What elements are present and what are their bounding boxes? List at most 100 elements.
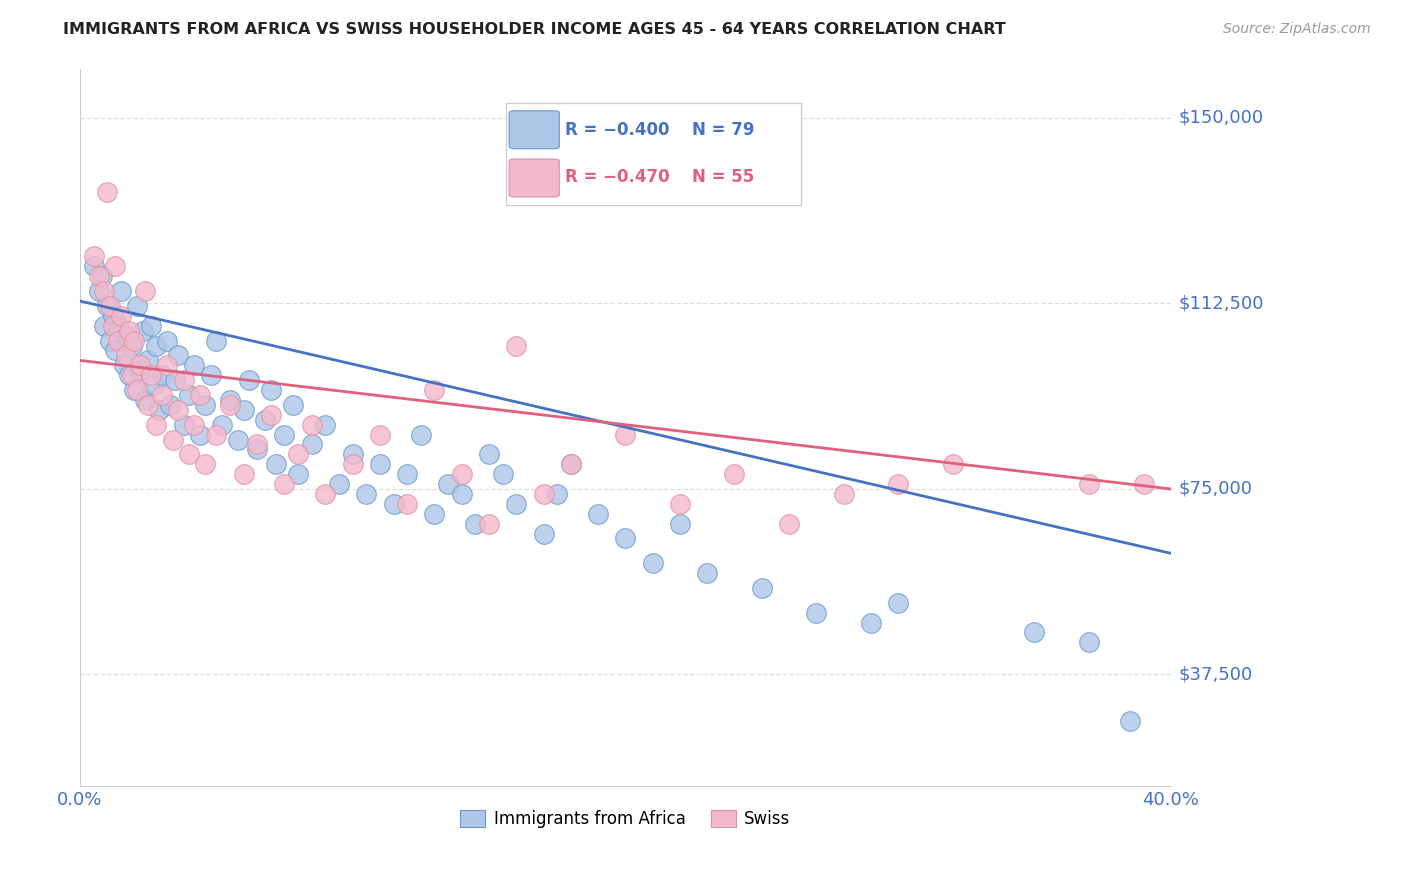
Point (464, 516, 486, 531)
Point (254, 413, 277, 427)
Point (546, 487, 568, 501)
Point (142, 378, 165, 392)
Point (188, 388, 211, 402)
Point (90, 269, 112, 284)
Point (238, 373, 260, 387)
Text: $112,500: $112,500 (1180, 294, 1264, 312)
Point (396, 467, 419, 482)
Point (93, 318, 115, 333)
Point (165, 373, 187, 387)
Point (751, 581, 773, 595)
Text: Source: ZipAtlas.com: Source: ZipAtlas.com (1223, 22, 1371, 37)
Text: $75,000: $75,000 (1180, 480, 1253, 498)
Point (115, 348, 138, 362)
Point (409, 427, 432, 442)
Point (134, 392, 156, 407)
Point (505, 338, 527, 352)
Point (696, 566, 718, 580)
Point (194, 457, 217, 471)
Point (314, 417, 336, 432)
Point (273, 427, 295, 442)
Point (328, 477, 350, 491)
Point (778, 516, 800, 531)
Point (101, 309, 124, 323)
Point (232, 402, 254, 417)
Point (87, 269, 110, 284)
Point (128, 363, 150, 377)
Point (382, 497, 405, 511)
Point (723, 467, 745, 482)
Point (887, 596, 910, 610)
Point (145, 417, 167, 432)
Point (533, 487, 555, 501)
Point (127, 299, 149, 313)
FancyBboxPatch shape (509, 111, 560, 149)
Point (281, 398, 304, 412)
Point (560, 457, 582, 471)
Point (148, 402, 170, 417)
Point (301, 417, 323, 432)
Point (124, 334, 146, 348)
Point (121, 338, 143, 352)
Point (1119, 714, 1142, 729)
Point (131, 324, 153, 338)
Point (156, 334, 179, 348)
Point (614, 532, 637, 546)
Point (101, 318, 124, 333)
Point (98, 334, 121, 348)
Point (107, 318, 129, 333)
Point (83, 260, 105, 274)
Point (156, 359, 179, 373)
Point (104, 260, 127, 274)
Point (104, 343, 127, 358)
Point (124, 383, 146, 397)
Point (1078, 635, 1101, 649)
Point (287, 467, 309, 482)
Point (162, 433, 184, 447)
Point (368, 427, 391, 442)
Point (118, 324, 141, 338)
Point (145, 338, 167, 352)
Point (205, 334, 228, 348)
Point (478, 516, 501, 531)
Point (115, 328, 138, 343)
Point (450, 487, 472, 501)
Point (423, 383, 446, 397)
Point (232, 467, 254, 482)
Point (183, 359, 205, 373)
Point (96, 185, 118, 199)
Point (806, 606, 828, 620)
Point (87, 284, 110, 298)
Point (614, 427, 637, 442)
Point (478, 447, 501, 461)
Point (136, 398, 159, 412)
Point (533, 526, 555, 541)
Point (121, 368, 143, 383)
Text: N = 55: N = 55 (692, 169, 755, 186)
Point (342, 457, 364, 471)
Point (177, 388, 200, 402)
Point (134, 284, 156, 298)
Point (110, 284, 132, 298)
Point (1132, 477, 1154, 491)
Point (226, 433, 249, 447)
Point (127, 383, 149, 397)
Point (218, 398, 240, 412)
Point (669, 497, 692, 511)
Text: $150,000: $150,000 (1180, 109, 1264, 127)
FancyBboxPatch shape (509, 159, 560, 197)
Point (112, 359, 135, 373)
Text: R = −0.400: R = −0.400 (565, 121, 669, 139)
Point (273, 477, 295, 491)
Point (437, 477, 460, 491)
Point (83, 250, 105, 264)
Point (139, 368, 162, 383)
Point (887, 477, 910, 491)
Point (832, 487, 855, 501)
Point (218, 392, 240, 407)
Point (167, 348, 190, 362)
Point (173, 373, 195, 387)
Text: R = −0.470: R = −0.470 (565, 169, 669, 186)
Point (942, 457, 965, 471)
Point (491, 467, 513, 482)
